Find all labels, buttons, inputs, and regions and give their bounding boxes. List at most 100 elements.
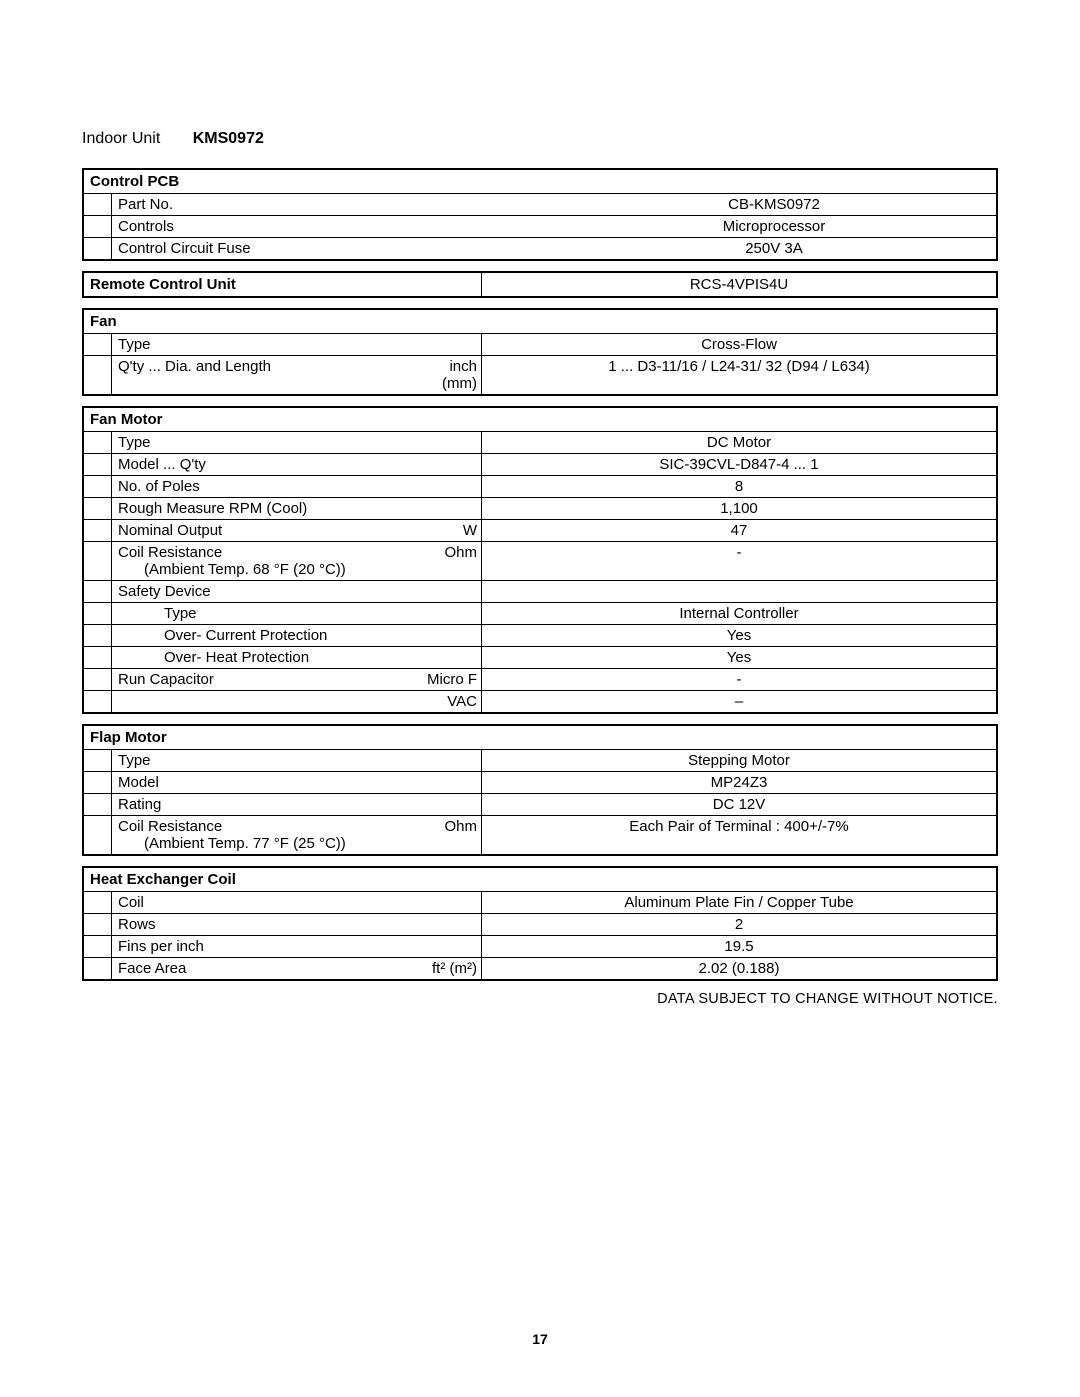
indent-cell	[84, 334, 112, 355]
table-row: Safety Device	[84, 581, 996, 603]
row-value: Each Pair of Terminal : 400+/-7%	[482, 816, 996, 854]
section-fan-motor: Fan Motor Type DC Motor Model ... Q'ty S…	[82, 406, 998, 714]
indent-cell	[84, 194, 112, 215]
row-label	[112, 691, 412, 712]
row-value: Aluminum Plate Fin / Copper Tube	[482, 892, 996, 913]
row-unit: VAC	[412, 691, 482, 712]
row-value: Stepping Motor	[482, 750, 996, 771]
indent-cell	[84, 498, 112, 519]
table-row: Type Internal Controller	[84, 603, 996, 625]
row-value: DC 12V	[482, 794, 996, 815]
row-label: Controls	[112, 216, 482, 237]
page-header: Indoor Unit KMS0972	[82, 130, 998, 148]
table-row: Controls Microprocessor	[84, 216, 996, 238]
row-value: Microprocessor	[552, 216, 996, 237]
row-unit	[412, 476, 482, 497]
indent-cell	[84, 914, 112, 935]
row-unit	[412, 936, 482, 957]
footnote: DATA SUBJECT TO CHANGE WITHOUT NOTICE.	[82, 991, 998, 1007]
row-label: Safety Device	[112, 581, 412, 602]
indent-cell	[84, 647, 112, 668]
row-unit: Ohm	[412, 542, 482, 580]
row-unit	[412, 334, 482, 355]
section-heat-exchanger: Heat Exchanger Coil Coil Aluminum Plate …	[82, 866, 998, 981]
row-unit	[412, 914, 482, 935]
row-label: Rough Measure RPM (Cool)	[112, 498, 412, 519]
row-value: MP24Z3	[482, 772, 996, 793]
row-value: Yes	[482, 647, 996, 668]
row-unit	[412, 603, 482, 624]
indent-cell	[84, 794, 112, 815]
indent-cell	[84, 936, 112, 957]
table-row: Type Cross-Flow	[84, 334, 996, 356]
row-label: Q'ty ... Dia. and Length	[112, 356, 412, 394]
table-row: Rating DC 12V	[84, 794, 996, 816]
row-unit	[482, 238, 552, 259]
row-unit	[412, 794, 482, 815]
indent-cell	[84, 625, 112, 646]
row-label: Part No.	[112, 194, 482, 215]
row-label: Model	[112, 772, 412, 793]
row-value: 1,100	[482, 498, 996, 519]
indent-cell	[84, 238, 112, 259]
row-value: 47	[482, 520, 996, 541]
section-title: Remote Control Unit	[84, 273, 482, 296]
row-label: Rows	[112, 914, 412, 935]
table-row: Fins per inch 19.5	[84, 936, 996, 958]
indent-cell	[84, 476, 112, 497]
row-sublabel: (Ambient Temp. 68 °F (20 °C))	[118, 561, 346, 578]
indent-cell	[84, 892, 112, 913]
indent-cell	[84, 542, 112, 580]
row-label: Model ... Q'ty	[112, 454, 412, 475]
row-label: Face Area	[112, 958, 412, 979]
indent-cell	[84, 520, 112, 541]
row-label: Type	[112, 334, 412, 355]
row-sublabel: (Ambient Temp. 77 °F (25 °C))	[118, 835, 346, 852]
row-unit	[412, 581, 482, 602]
table-row: No. of Poles 8	[84, 476, 996, 498]
row-value: Cross-Flow	[482, 334, 996, 355]
indent-cell	[84, 669, 112, 690]
row-label: Rating	[112, 794, 412, 815]
row-unit	[482, 216, 552, 237]
indent-cell	[84, 581, 112, 602]
row-value: -	[482, 542, 996, 580]
row-value: Internal Controller	[482, 603, 996, 624]
row-label: Coil Resistance (Ambient Temp. 77 °F (25…	[112, 816, 412, 854]
model-number: KMS0972	[193, 130, 264, 147]
row-value: 1 ... D3-11/16 / L24-31/ 32 (D94 / L634)	[482, 356, 996, 394]
row-unit: Ohm	[412, 816, 482, 854]
indent-cell	[84, 356, 112, 394]
row-value	[482, 581, 996, 602]
row-value: 19.5	[482, 936, 996, 957]
section-fan: Fan Type Cross-Flow Q'ty ... Dia. and Le…	[82, 308, 998, 396]
table-row: Model MP24Z3	[84, 772, 996, 794]
row-unit: W	[412, 520, 482, 541]
row-label: Type	[112, 432, 412, 453]
table-row: Model ... Q'ty SIC-39CVL-D847-4 ... 1	[84, 454, 996, 476]
table-row: Type DC Motor	[84, 432, 996, 454]
row-value: -	[482, 669, 996, 690]
table-row: Over- Current Protection Yes	[84, 625, 996, 647]
row-unit: inch (mm)	[412, 356, 482, 394]
section-remote-control: Remote Control Unit RCS-4VPIS4U	[82, 271, 998, 298]
indent-cell	[84, 772, 112, 793]
row-unit: ft² (m²)	[412, 958, 482, 979]
table-row: Run Capacitor Micro F -	[84, 669, 996, 691]
indent-cell	[84, 750, 112, 771]
row-value: CB-KMS0972	[552, 194, 996, 215]
section-title: Flap Motor	[84, 726, 996, 750]
row-unit	[412, 750, 482, 771]
row-value: –	[482, 691, 996, 712]
table-row: Type Stepping Motor	[84, 750, 996, 772]
row-label: Over- Current Protection	[112, 625, 412, 646]
section-flap-motor: Flap Motor Type Stepping Motor Model MP2…	[82, 724, 998, 856]
section-title: Heat Exchanger Coil	[84, 868, 996, 892]
indent-cell	[84, 454, 112, 475]
indent-cell	[84, 691, 112, 712]
page-number: 17	[0, 1331, 1080, 1347]
row-label: Coil	[112, 892, 412, 913]
row-value: RCS-4VPIS4U	[482, 273, 996, 296]
row-value: SIC-39CVL-D847-4 ... 1	[482, 454, 996, 475]
row-label: Type	[112, 750, 412, 771]
